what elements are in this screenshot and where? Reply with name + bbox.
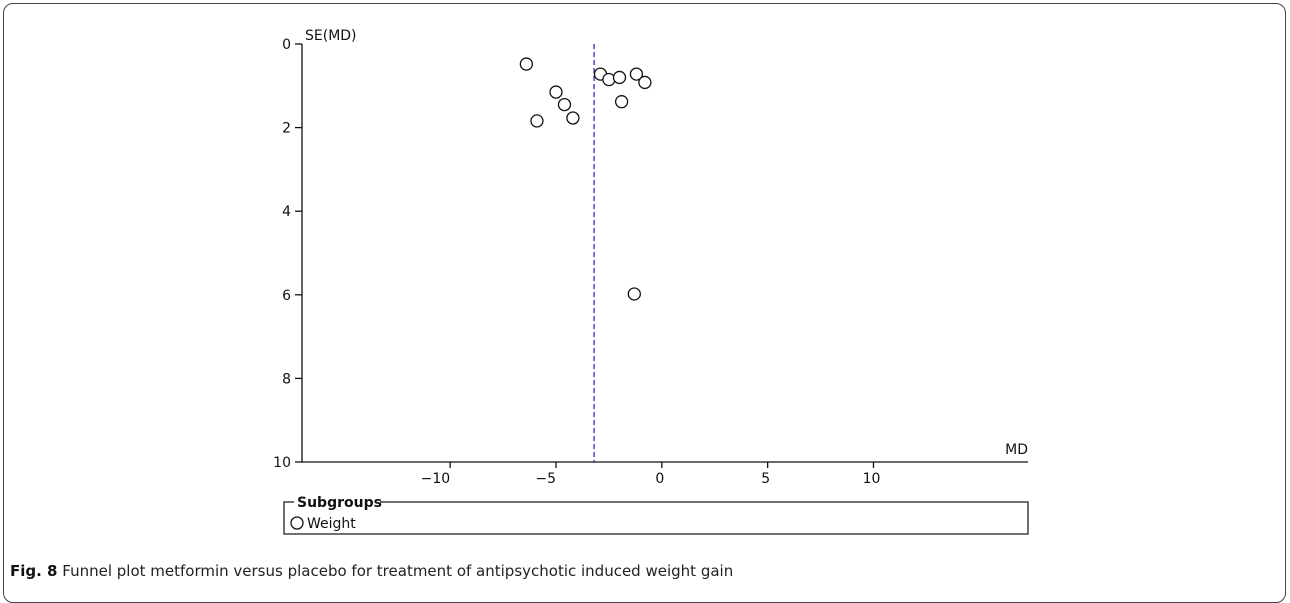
x-tick-label: 5 <box>761 471 770 487</box>
data-point <box>612 70 627 85</box>
x-tick-label: −5 <box>535 471 556 487</box>
caption-text: Funnel plot metformin versus placebo for… <box>62 562 734 580</box>
caption-label: Fig. 8 <box>10 562 58 580</box>
y-tick-label: 8 <box>282 371 291 387</box>
y-tick-label: 6 <box>282 288 291 304</box>
legend-title: Subgroups <box>297 495 382 511</box>
y-tick-label: 4 <box>282 204 291 220</box>
y-tick-label: 0 <box>282 37 291 53</box>
figure-caption: Fig. 8 Funnel plot metformin versus plac… <box>10 562 733 580</box>
x-tick-label: 0 <box>655 471 664 487</box>
legend-marker <box>290 516 304 530</box>
x-tick-label: −10 <box>421 471 451 487</box>
x-axis-title: MD <box>1005 442 1028 458</box>
data-point <box>627 287 641 301</box>
data-point <box>557 97 572 112</box>
data-point <box>566 111 580 125</box>
data-point <box>602 72 616 87</box>
funnel-plot: 0 2 4 6 8 10 −10 −5 0 5 10 SE(MD) MD Subgroups Weight <box>273 28 1029 535</box>
legend-box <box>283 501 1029 535</box>
legend-item-label: Weight <box>307 516 356 532</box>
data-point <box>638 75 652 90</box>
y-tick-label: 2 <box>282 121 291 137</box>
data-point <box>530 114 544 128</box>
data-points <box>519 57 652 301</box>
data-point <box>519 57 534 71</box>
y-tick-label: 10 <box>273 455 291 471</box>
axes: 0 2 4 6 8 10 −10 −5 0 5 10 SE(MD) MD <box>273 28 1028 487</box>
legend: Subgroups Weight <box>283 494 1029 535</box>
data-point <box>614 95 629 109</box>
x-tick-label: 10 <box>863 471 881 487</box>
legend-title-bg <box>294 494 380 508</box>
data-point <box>629 67 644 81</box>
y-axis-title: SE(MD) <box>305 28 357 44</box>
data-point <box>549 85 563 99</box>
